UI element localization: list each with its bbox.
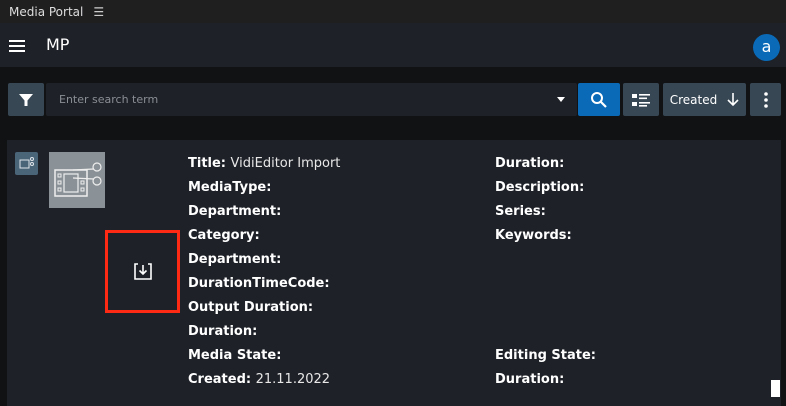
field-duration-right: Duration: xyxy=(495,156,565,171)
field-department-2: Department: xyxy=(188,252,282,267)
field-category: Category: xyxy=(188,228,260,243)
window-title: Media Portal xyxy=(9,4,84,19)
field-keywords: Keywords: xyxy=(495,228,572,243)
media-type-icon xyxy=(15,152,38,175)
filter-icon xyxy=(19,93,33,106)
field-media-state: Media State: xyxy=(188,348,282,363)
window-titlebar: Media Portal ☰ xyxy=(0,0,786,23)
field-description: Description: xyxy=(495,180,585,195)
field-editing-state: Editing State: xyxy=(495,348,596,363)
sort-button[interactable]: Created xyxy=(663,83,746,116)
field-series: Series: xyxy=(495,204,546,219)
field-title: Title: VidiEditor Import xyxy=(188,156,341,171)
media-item-card[interactable]: Title: VidiEditor Import MediaType: Depa… xyxy=(7,140,781,406)
list-view-icon xyxy=(632,93,650,107)
dropdown-caret-icon[interactable] xyxy=(557,97,565,102)
field-duration-bottom: Duration: xyxy=(495,372,565,387)
arrow-down-icon xyxy=(727,92,739,106)
view-toggle-button[interactable] xyxy=(623,83,659,116)
download-button-highlight[interactable] xyxy=(105,230,180,313)
field-mediatype: MediaType: xyxy=(188,180,272,195)
hamburger-icon[interactable]: ☰ xyxy=(93,4,105,19)
search-field[interactable] xyxy=(46,83,577,116)
app-name: MP xyxy=(46,35,70,54)
app-header: MP a xyxy=(0,23,786,67)
avatar[interactable]: a xyxy=(753,34,780,61)
field-created: Created: 21.11.2022 xyxy=(188,372,331,387)
more-options-button[interactable] xyxy=(750,83,781,116)
field-duration-timecode: DurationTimeCode: xyxy=(188,276,330,291)
filter-button[interactable] xyxy=(8,83,44,116)
field-department: Department: xyxy=(188,204,282,219)
menu-icon[interactable] xyxy=(9,40,25,52)
sort-label: Created xyxy=(669,92,718,107)
search-button[interactable] xyxy=(578,83,620,116)
field-output-duration: Output Duration: xyxy=(188,300,314,315)
download-icon xyxy=(133,262,152,280)
scrollbar-thumb[interactable] xyxy=(771,380,780,397)
more-vertical-icon xyxy=(763,91,768,108)
search-icon xyxy=(591,91,607,108)
search-input[interactable] xyxy=(46,83,526,116)
field-duration: Duration: xyxy=(188,324,258,339)
media-thumbnail[interactable] xyxy=(49,152,105,208)
video-edit-icon xyxy=(54,162,102,197)
